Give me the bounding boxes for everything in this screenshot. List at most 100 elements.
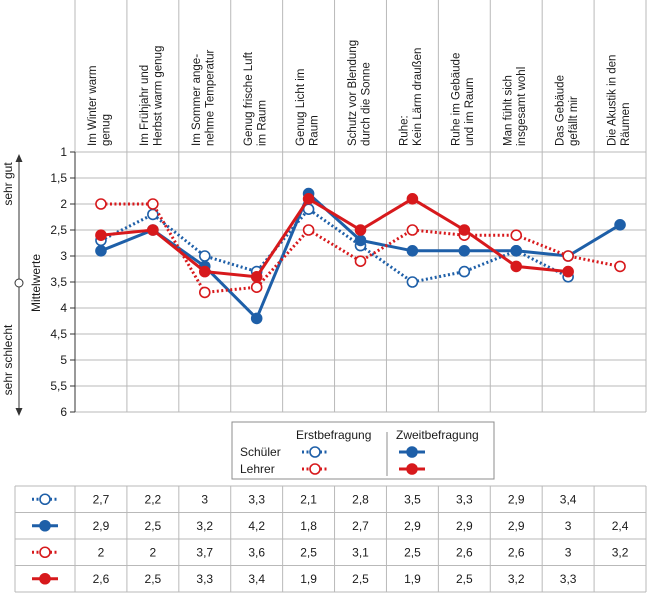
table-cell: 2,4: [612, 519, 629, 533]
data-point: [562, 265, 574, 278]
table-cell: 2,9: [404, 519, 421, 533]
data-point: [614, 260, 626, 273]
category-label-line: Die Akustik in den: [606, 55, 618, 146]
data-point: [250, 312, 263, 325]
table-cell: 2,1: [300, 492, 317, 506]
category-label: Genug frische Luft im Raum: [243, 51, 269, 146]
category-label-line: genug: [101, 114, 113, 146]
category-label-line: gefällt mir: [568, 96, 580, 146]
data-point: [458, 245, 471, 257]
table-cell: 3,4: [560, 492, 577, 506]
table-cell: 2,2: [145, 492, 162, 506]
table-cell: 2,7: [352, 519, 369, 533]
data-point: [250, 281, 263, 294]
series-line: [100, 207, 569, 284]
y-tick-label: 6: [60, 405, 67, 419]
table-cell: 1,9: [300, 572, 317, 586]
legend-row1-label: Schüler: [240, 445, 281, 459]
category-label-line: Das Gebäude: [554, 75, 566, 146]
table-cell: 1,8: [300, 519, 317, 533]
data-point: [95, 198, 107, 210]
data-point: [510, 260, 523, 273]
category-label-line: Im Sommer ange-: [191, 54, 203, 146]
table-cell: 2: [150, 545, 157, 559]
series-line: [100, 202, 621, 294]
data-point: [510, 245, 523, 257]
table-row-symbol-marker: [39, 493, 51, 506]
legend-symbol-marker: [309, 446, 321, 458]
y-axis-label: Mittelwerte: [29, 254, 43, 312]
table-cell: 3,2: [508, 572, 525, 586]
table-cell: 4,2: [248, 519, 265, 533]
category-label: Die Akustik in den Räumen: [606, 55, 632, 146]
category-label: Genug Licht im Raum: [295, 69, 321, 146]
series-group: [95, 187, 626, 325]
category-label-line: Herbst warm genug: [153, 46, 165, 146]
table-cell: 3,3: [456, 492, 473, 506]
data-point: [147, 198, 159, 210]
table-cell: 3,5: [404, 492, 421, 506]
data-point: [147, 224, 159, 236]
y-tick-label: 1: [60, 145, 67, 159]
data-point: [95, 229, 107, 241]
data-point: [198, 265, 211, 278]
data-point: [406, 276, 419, 288]
data-point: [458, 265, 471, 278]
table-cell: 2,9: [508, 492, 525, 506]
y-axis-annotation: sehr gut sehr schlecht Mittelwerte: [1, 154, 43, 416]
legend-box: [231, 421, 495, 480]
table-cell: 2,5: [300, 545, 317, 559]
category-label-line: Schutz vor Blendung: [347, 40, 359, 146]
table-cell: 2,5: [145, 572, 162, 586]
legend-col1-title: Erstbefragung: [296, 428, 371, 442]
legend: Erstbefragung Zweitbefragung Schüler Lehrer: [231, 421, 495, 480]
category-label-line: Raum: [308, 115, 320, 146]
y-tick-label: 5: [60, 353, 67, 367]
table-cell: 2,6: [456, 545, 473, 559]
data-point: [198, 286, 211, 299]
table-cell: 2,9: [456, 519, 473, 533]
category-label: Im Sommer ange-nehme Temperatur: [191, 50, 217, 146]
legend-row2-label: Lehrer: [240, 462, 275, 476]
category-label: Das Gebäude gefällt mir: [554, 75, 580, 146]
category-label-line: und im Raum: [464, 78, 476, 146]
axis-mid-marker: [14, 278, 24, 288]
y-ticks: 1 1,5 2 2,5 3 3,5 4 4,5 5 5,5 6: [50, 145, 75, 419]
table-cell: 3,3: [248, 492, 265, 506]
category-label: Im Winter warm genug: [87, 66, 113, 147]
y-tick-label: 2: [60, 197, 67, 211]
data-point: [510, 229, 523, 241]
data-table: 2,7 2,2 3 3,3 2,1 2,8 3,5 3,3 2,9 3,4 2,9 2,5 3,2 4,2…: [14, 485, 647, 593]
table-cell: 3: [565, 545, 572, 559]
y-tick-label: 4: [60, 301, 67, 315]
category-label-line: Ruhe im Gebäude: [451, 53, 463, 146]
category-label: Schutz vor Blendung durch die Sonne: [347, 40, 373, 146]
table-row-symbol-marker: [39, 572, 51, 585]
table-cell: 3: [565, 519, 572, 533]
data-point: [406, 224, 419, 236]
table-cell: 2,6: [93, 572, 110, 586]
table-cell: 2,8: [352, 492, 369, 506]
table-cell: 3,3: [560, 572, 577, 586]
category-label: Im Frühjahr und Herbst warm genug: [139, 46, 165, 146]
table-cell: 2,9: [508, 519, 525, 533]
category-label: Ruhe im Gebäude und im Raum: [451, 53, 477, 146]
y-tick-label: 3: [60, 249, 67, 263]
table-row-symbol-marker: [39, 519, 51, 532]
data-point: [562, 250, 574, 262]
x-category-labels: Im Winter warm genug Im Frühjahr und Herbst…: [87, 40, 632, 146]
data-point: [302, 224, 315, 236]
series-line: [100, 196, 569, 279]
table-cell: 2,5: [352, 572, 369, 586]
arrow-down-icon: [15, 408, 23, 416]
data-point: [614, 219, 626, 231]
table-cell: 3,4: [248, 572, 265, 586]
y-tick-label: 5,5: [50, 379, 67, 393]
data-point: [354, 234, 367, 247]
table-cell: 2,5: [145, 519, 162, 533]
table-cell: 3,6: [248, 545, 265, 559]
legend-symbol-marker: [406, 446, 418, 458]
legend-symbol-marker: [406, 463, 418, 475]
category-label: Man fühlt sich insgesamt wohl: [502, 67, 528, 146]
